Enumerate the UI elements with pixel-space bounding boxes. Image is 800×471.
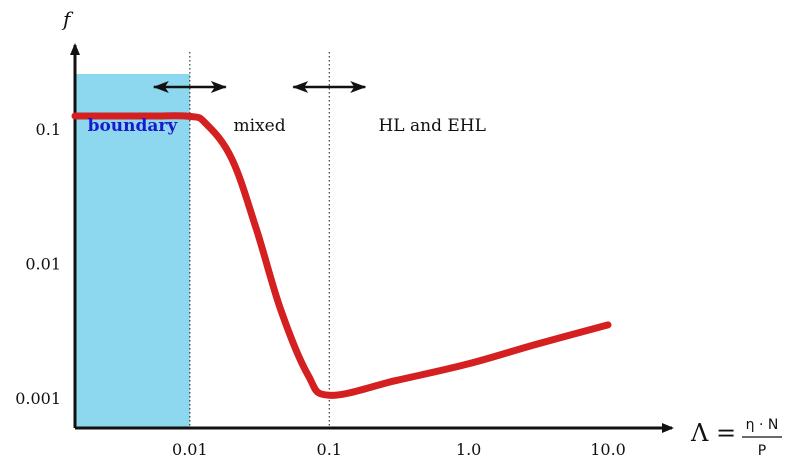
y-tick-label: 0.01 [25,255,61,274]
region-label-mixed: mixed [234,116,286,136]
x-axis-label-symbol: Λ = [690,419,736,447]
x-axis-label-numerator: η · N [746,417,779,433]
y-tick-label: 0.1 [36,120,61,139]
x-tick-label: 0.1 [317,440,342,459]
y-axis-label: f [61,7,74,31]
x-tick-label: 10.0 [590,440,626,459]
friction-curve [71,112,612,399]
x-axis-label-denominator: P [758,443,766,459]
x-tick-label: 0.01 [172,440,208,459]
region-label-boundary: boundary [88,116,179,136]
boundary-region-shade [75,74,190,428]
x-tick-label: 1.0 [456,440,481,459]
region-label-hl-ehl: HL and EHL [378,116,485,136]
y-tick-label: 0.001 [15,389,61,408]
